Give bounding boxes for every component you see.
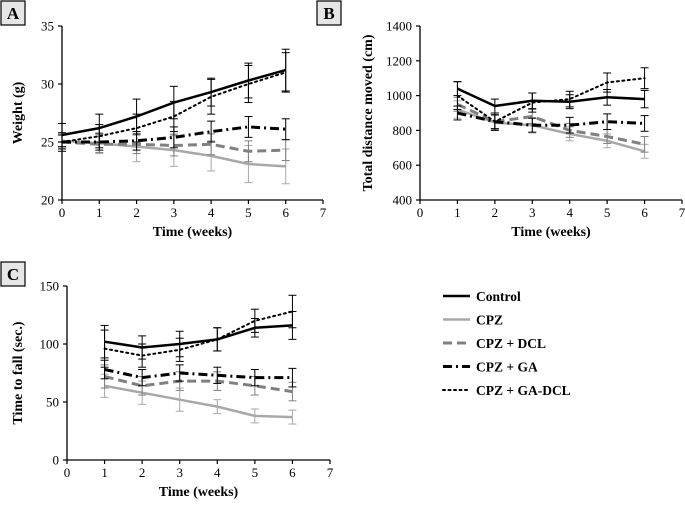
- x-tick-label: 5: [252, 465, 259, 480]
- x-axis-label: Time (weeks): [511, 225, 591, 240]
- panel-letter-box: [0, 261, 26, 287]
- series-line: [457, 111, 645, 127]
- legend-label: CPZ + GA: [476, 360, 538, 375]
- panel-b: B 0 1 2 3 4 5 6 7 400 600 800 1000 1200 1400 Time (week…: [316, 0, 685, 240]
- series-line: [104, 375, 293, 394]
- series-line: [456, 102, 645, 146]
- legend-item: CPZ: [443, 313, 503, 328]
- x-tick-label: 7: [679, 205, 685, 220]
- series-line: [104, 384, 293, 419]
- x-tick-label: 3: [171, 205, 178, 220]
- y-axis-label: Time to fall (sec.): [11, 321, 26, 424]
- x-tick-label: 2: [492, 205, 499, 220]
- series-line: [456, 77, 646, 123]
- panel-letter-box: [0, 0, 26, 26]
- x-tick-label: 4: [208, 205, 215, 220]
- series-cpz-ga: [453, 105, 649, 134]
- x-tick-label: 7: [320, 205, 327, 220]
- y-tick-label: 30: [41, 77, 54, 92]
- legend-label: CPZ + DCL: [476, 336, 546, 351]
- legend-item: CPZ + DCL: [443, 336, 546, 351]
- x-axis-label: Time (weeks): [153, 225, 233, 240]
- legend-label: CPZ: [476, 313, 503, 328]
- y-axis-label: Weight (g): [11, 81, 26, 144]
- y-tick-label: 35: [41, 19, 54, 34]
- x-tick-label: 3: [529, 205, 536, 220]
- x-tick-label: 2: [139, 465, 146, 480]
- series-control: [453, 81, 649, 114]
- series-line: [103, 310, 294, 357]
- series-line: [104, 324, 293, 349]
- y-tick-label: 600: [393, 158, 413, 173]
- x-tick-label: 6: [289, 465, 296, 480]
- series-control: [58, 48, 290, 148]
- panel-letter-box: [316, 0, 342, 26]
- x-tick-label: 1: [96, 205, 103, 220]
- legend: Control CPZ CPZ + DCL CPZ + GA CPZ + GA-DCL: [442, 289, 571, 398]
- series-cpz-ga-dcl: [100, 294, 297, 368]
- panel-letter: B: [323, 4, 334, 23]
- panel-c: C 0 1 2 3 4 5 6 7 0 50 100 150 Time (weeks) Time to fa…: [0, 261, 334, 500]
- y-tick-label: 100: [40, 337, 60, 352]
- legend-label: CPZ + GA-DCL: [476, 383, 571, 398]
- x-tick-label: 2: [133, 205, 140, 220]
- panel-letter: C: [7, 265, 19, 284]
- x-tick-label: 3: [176, 465, 183, 480]
- x-tick-label: 6: [282, 205, 289, 220]
- x-tick-label: 0: [64, 465, 71, 480]
- legend-label: Control: [476, 289, 521, 304]
- x-tick-label: 5: [245, 205, 252, 220]
- y-axis-label: Total distance moved (cm): [361, 34, 376, 191]
- series-cpz: [453, 100, 649, 159]
- x-tick-label: 4: [214, 465, 221, 480]
- series-cpz: [100, 373, 297, 425]
- x-tick-label: 1: [454, 205, 461, 220]
- y-tick-label: 400: [393, 193, 413, 208]
- series-line: [456, 87, 645, 108]
- panel-a: A 0 1 2 3 4 5 6 7 20 25 30 35 Time (weeks) Weight (g): [0, 0, 327, 240]
- y-tick-label: 1000: [386, 88, 412, 103]
- y-tick-label: 20: [41, 193, 54, 208]
- x-axis-label: Time (weeks): [159, 485, 239, 500]
- x-tick-label: 4: [566, 205, 573, 220]
- y-tick-label: 25: [41, 135, 54, 150]
- y-tick-label: 150: [40, 279, 60, 294]
- y-tick-label: 50: [46, 395, 59, 410]
- y-tick-label: 1200: [386, 53, 412, 68]
- legend-item: Control: [443, 289, 521, 304]
- series-cpz-ga: [100, 359, 297, 388]
- x-tick-label: 0: [417, 205, 424, 220]
- series-control: [100, 311, 297, 360]
- legend-item: CPZ + GA: [443, 360, 538, 375]
- x-tick-label: 0: [59, 205, 66, 220]
- x-tick-label: 6: [641, 205, 648, 220]
- x-tick-label: 5: [604, 205, 611, 220]
- y-tick-label: 0: [53, 453, 60, 468]
- x-tick-label: 1: [101, 465, 108, 480]
- series-cpz-dcl: [100, 364, 297, 402]
- y-tick-label: 1400: [386, 19, 412, 34]
- series-line: [104, 368, 293, 380]
- panel-letter: A: [7, 4, 20, 23]
- y-tick-label: 800: [393, 123, 413, 138]
- x-tick-label: 7: [327, 465, 334, 480]
- legend-item: CPZ + GA-DCL: [442, 383, 571, 398]
